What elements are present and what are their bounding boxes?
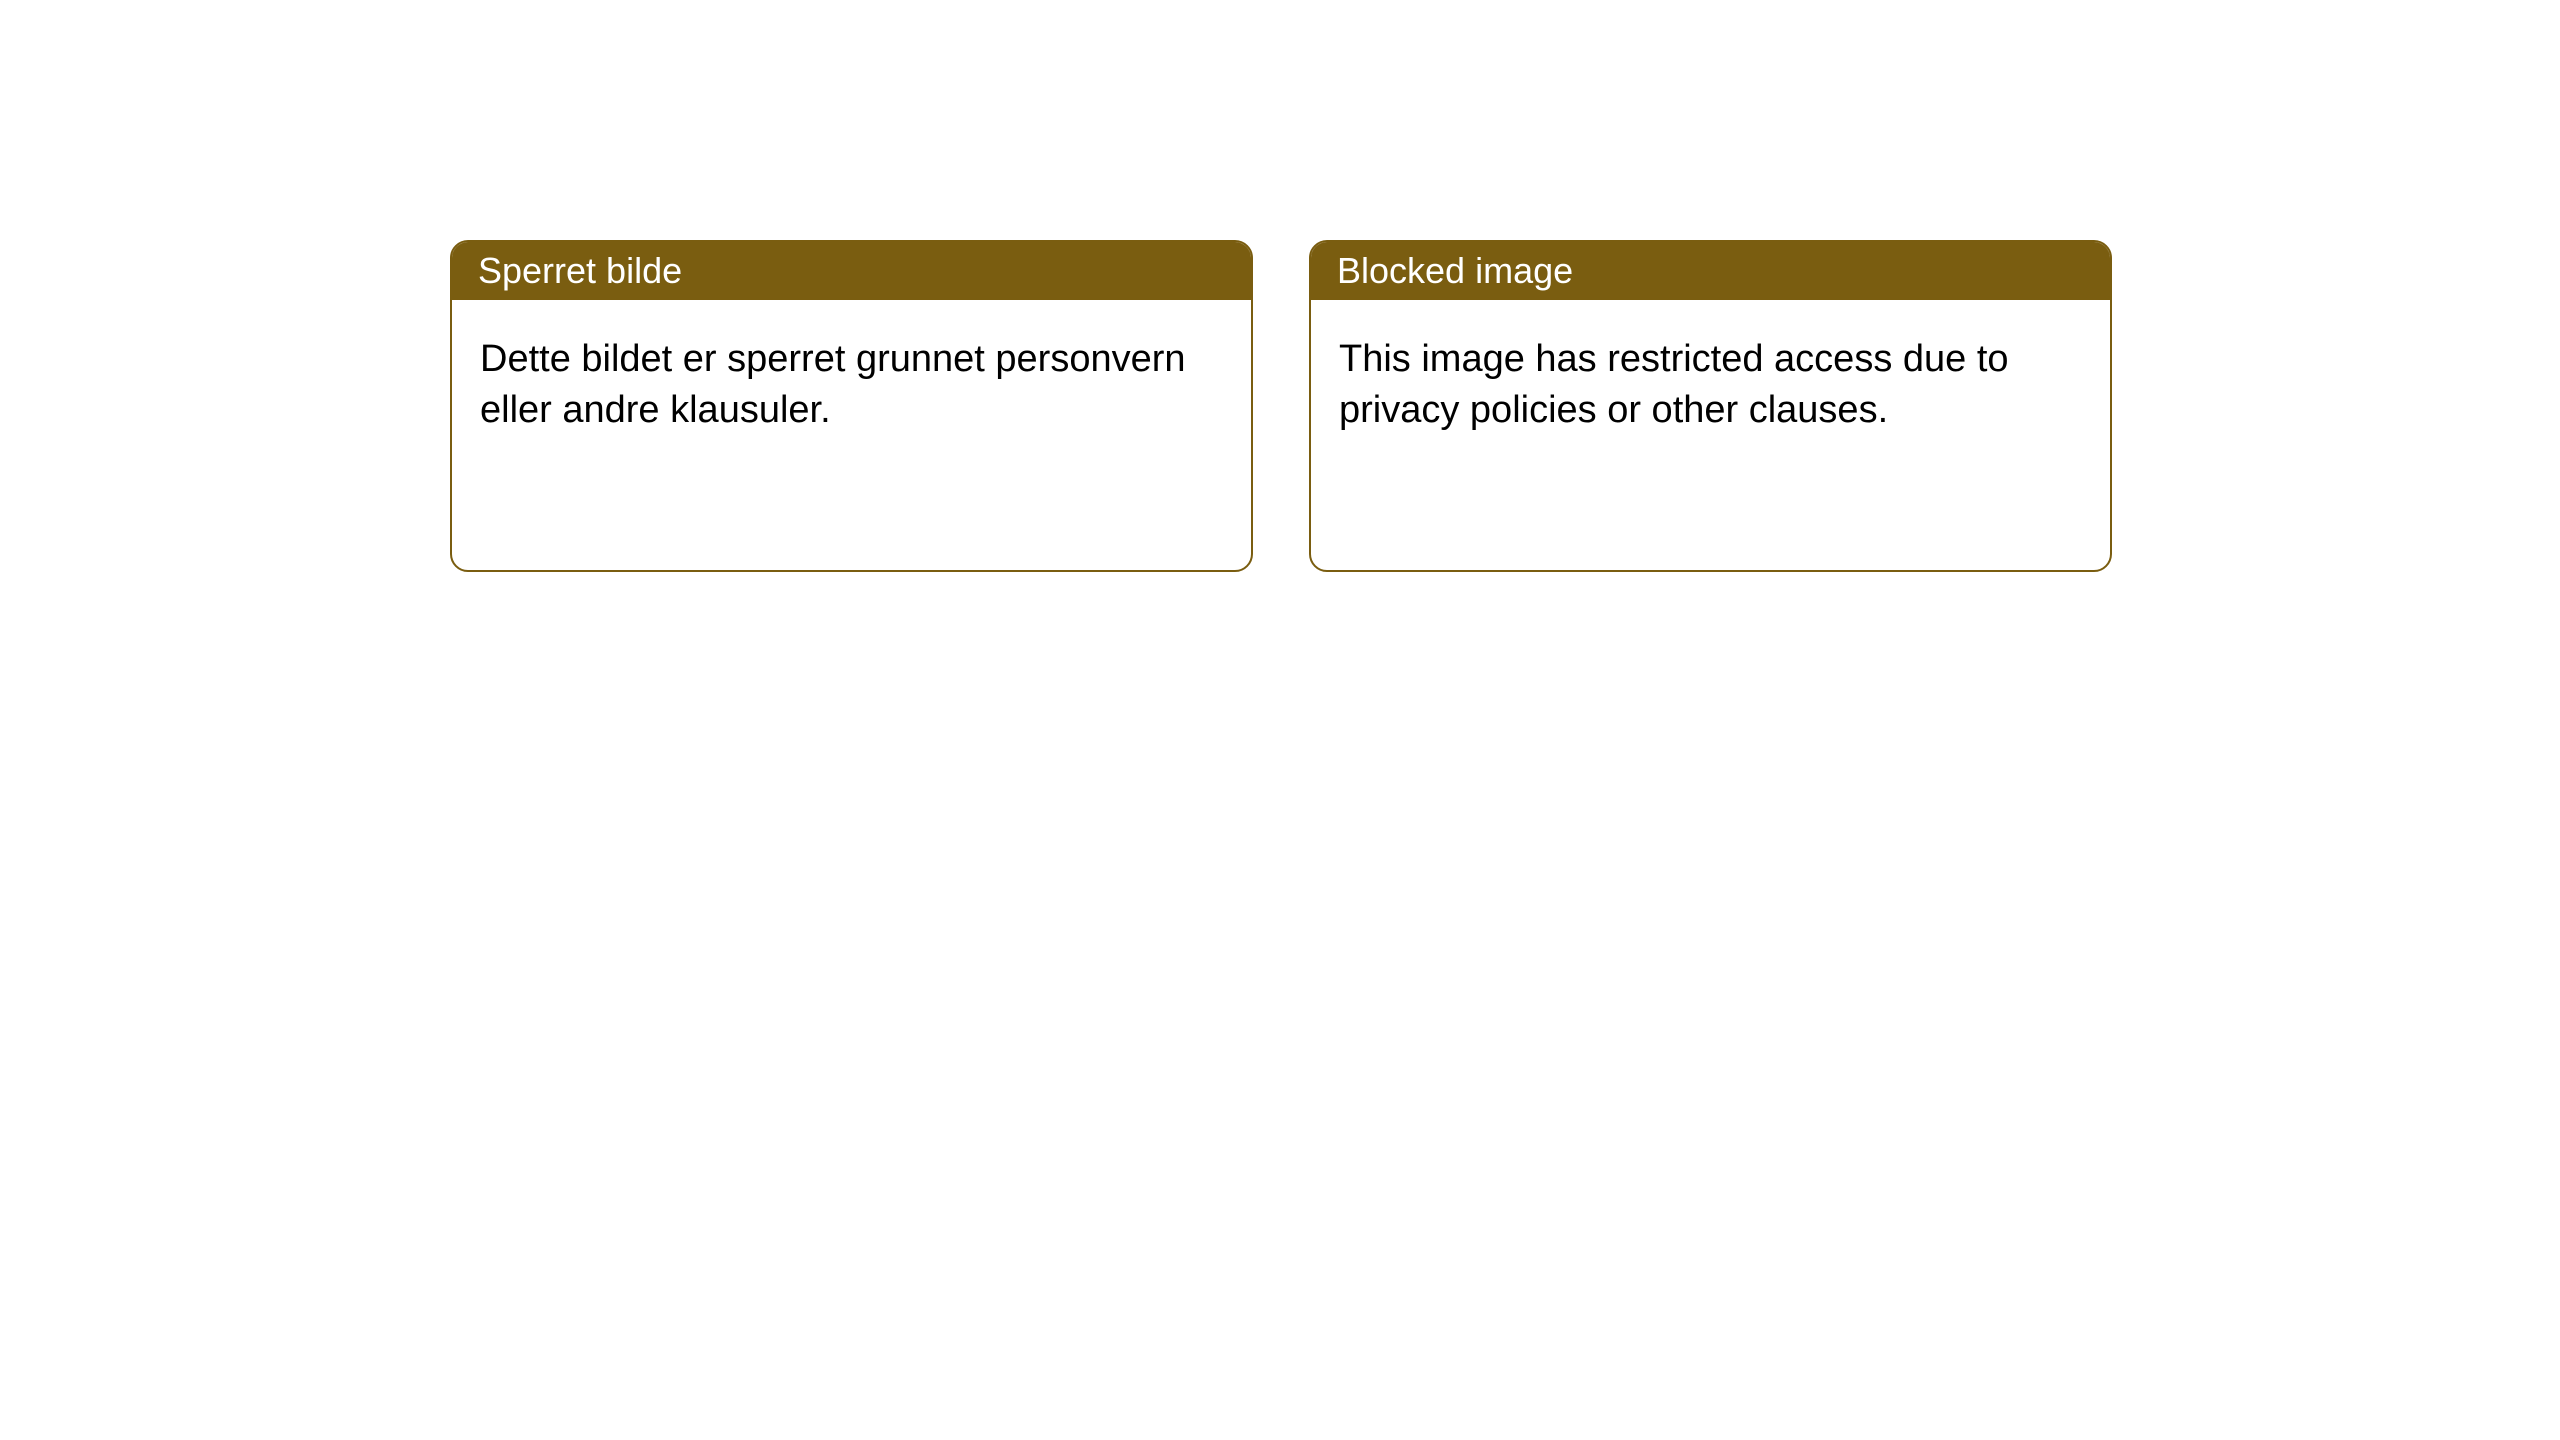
notice-card-english: Blocked image This image has restricted … bbox=[1309, 240, 2112, 572]
notice-text: This image has restricted access due to … bbox=[1339, 338, 2009, 431]
notice-body: Dette bildet er sperret grunnet personve… bbox=[452, 300, 1251, 471]
notice-header: Sperret bilde bbox=[452, 242, 1251, 300]
notice-title: Sperret bilde bbox=[478, 250, 682, 291]
notice-title: Blocked image bbox=[1337, 250, 1573, 291]
notice-container: Sperret bilde Dette bildet er sperret gr… bbox=[0, 0, 2560, 572]
notice-text: Dette bildet er sperret grunnet personve… bbox=[480, 338, 1186, 431]
notice-card-norwegian: Sperret bilde Dette bildet er sperret gr… bbox=[450, 240, 1253, 572]
notice-body: This image has restricted access due to … bbox=[1311, 300, 2110, 471]
notice-header: Blocked image bbox=[1311, 242, 2110, 300]
